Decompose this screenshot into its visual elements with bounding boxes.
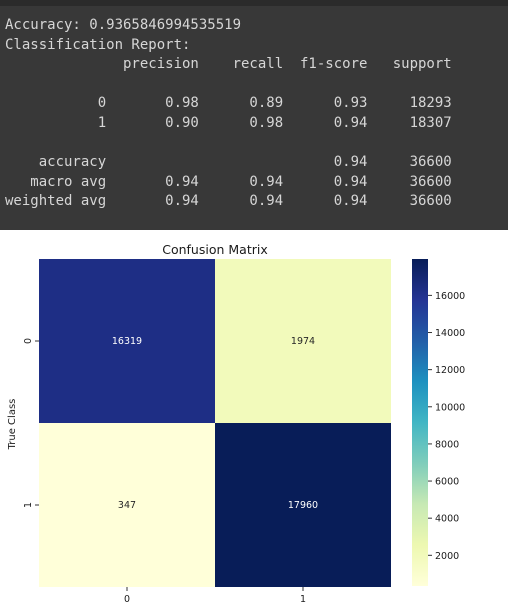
heatmap-cells — [39, 259, 391, 587]
colorbar-tick-label: 4000 — [435, 514, 459, 525]
cell-annotations: 16319 1974 347 17960 — [112, 336, 318, 511]
colorbar-tick-label: 10000 — [435, 402, 465, 413]
y-axis-ticks: 01 — [23, 338, 39, 508]
colorbar-ticks: 2000 4000 6000 8000 10000 12000 14000 16000 — [428, 291, 465, 562]
x-tick-label: 1 — [300, 594, 306, 605]
colorbar-tick-label: 6000 — [435, 477, 459, 488]
cell-annotation: 16319 — [112, 336, 142, 347]
y-tick-label: 1 — [23, 502, 34, 508]
confusion-matrix-figure: Confusion Matrix True Class 16319 1974 347… — [0, 230, 508, 606]
classification-report-text: Accuracy: 0.9365846994535519 Classificat… — [5, 17, 452, 210]
cell-annotation: 347 — [118, 500, 136, 511]
colorbar — [412, 259, 428, 586]
notebook-output-console: Accuracy: 0.9365846994535519 Classificat… — [0, 0, 508, 230]
colorbar-tick-label: 12000 — [435, 365, 465, 376]
colorbar-tick-label: 8000 — [435, 439, 459, 450]
x-tick-label: 0 — [124, 594, 130, 605]
heatmap-cell — [39, 423, 215, 587]
cell-annotation: 1974 — [291, 336, 315, 347]
cell-annotation: 17960 — [288, 500, 318, 511]
colorbar-tick-label: 14000 — [435, 328, 465, 339]
heatmap-cell — [215, 423, 391, 587]
output-top-bar — [0, 0, 508, 6]
colorbar-tick-label: 2000 — [435, 551, 459, 562]
heatmap-cell — [39, 259, 215, 423]
colorbar-tick-label: 16000 — [435, 291, 465, 302]
y-axis-label: True Class — [7, 399, 18, 451]
heatmap-cell — [215, 259, 391, 423]
chart-title: Confusion Matrix — [162, 242, 268, 257]
y-tick-label: 0 — [23, 338, 34, 344]
